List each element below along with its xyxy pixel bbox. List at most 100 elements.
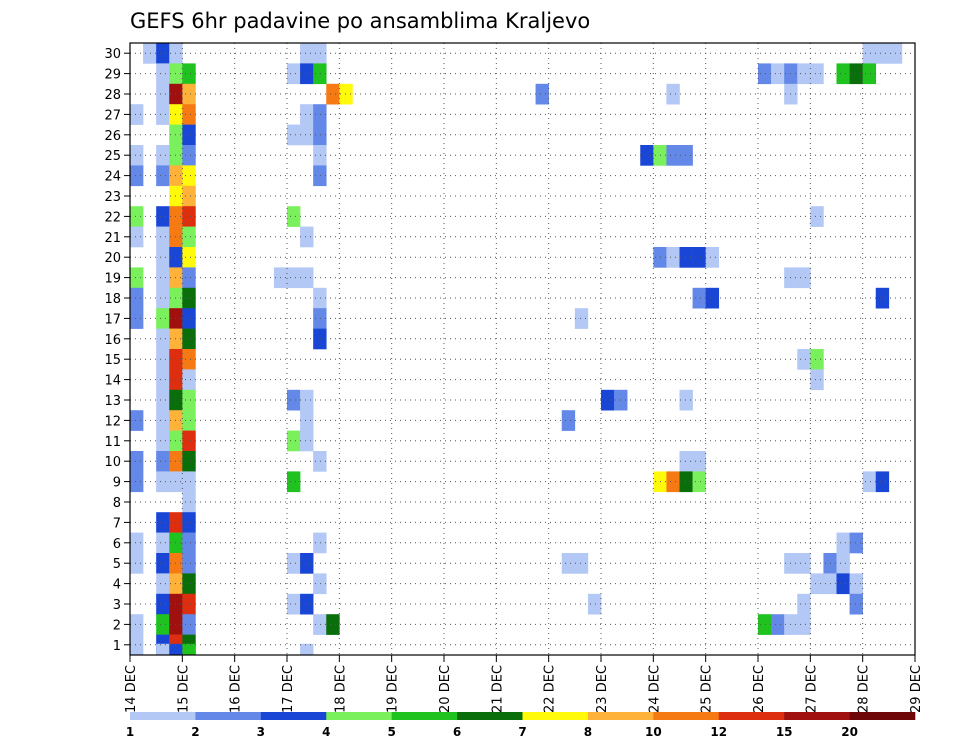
heatmap-cell bbox=[313, 573, 327, 595]
y-tick-label: 17 bbox=[104, 312, 121, 327]
cells-layer bbox=[130, 43, 903, 656]
heatmap-cell bbox=[300, 643, 314, 656]
heatmap-cell bbox=[758, 614, 772, 635]
heatmap-cell bbox=[561, 410, 576, 431]
heatmap-cell bbox=[574, 308, 589, 329]
x-tick-label: 15 DEC bbox=[176, 665, 191, 713]
heatmap-cell bbox=[156, 451, 170, 472]
heatmap-cell bbox=[182, 593, 196, 615]
heatmap-cell bbox=[849, 573, 863, 595]
colorbar-swatch bbox=[391, 712, 458, 720]
heatmap-cell bbox=[666, 83, 680, 105]
heatmap-cell bbox=[849, 593, 863, 615]
y-tick-label: 21 bbox=[104, 231, 121, 246]
heatmap-cell bbox=[156, 593, 170, 615]
colorbar-label: 4 bbox=[322, 725, 330, 739]
x-tick-label: 26 DEC bbox=[752, 665, 767, 713]
heatmap-cell bbox=[156, 614, 170, 635]
heatmap-cell bbox=[156, 573, 170, 595]
heatmap-cell bbox=[561, 553, 576, 574]
chart-title: GEFS 6hr padavine po ansamblima Kraljevo bbox=[130, 9, 590, 33]
heatmap-cell bbox=[797, 63, 811, 85]
heatmap-cell bbox=[156, 104, 170, 125]
heatmap-cell bbox=[156, 532, 170, 554]
heatmap-cell bbox=[300, 553, 314, 574]
y-tick-label: 9 bbox=[113, 476, 121, 491]
heatmap-cell bbox=[182, 512, 196, 533]
y-tick-label: 23 bbox=[104, 190, 121, 205]
x-tick-label: 29 DEC bbox=[909, 665, 924, 713]
heatmap-cell bbox=[156, 349, 170, 370]
colorbar-label: 12 bbox=[710, 725, 727, 739]
heatmap-cell bbox=[182, 451, 196, 472]
heatmap-cell bbox=[130, 267, 144, 289]
colorbar-swatch bbox=[653, 712, 720, 720]
colorbar-swatch bbox=[457, 712, 523, 720]
x-axis: 14 DEC 15 DEC 16 DEC 17 DEC 18 DEC 19 DEC 20 D… bbox=[124, 655, 924, 713]
heatmap-cell bbox=[156, 145, 170, 166]
heatmap-cell bbox=[849, 63, 863, 85]
heatmap-cell bbox=[130, 451, 144, 472]
y-tick-label: 27 bbox=[104, 108, 121, 123]
heatmap-cell bbox=[143, 43, 157, 64]
heatmap-cell bbox=[156, 328, 170, 350]
heatmap-cell bbox=[300, 104, 314, 125]
y-tick-label: 6 bbox=[113, 537, 121, 552]
heatmap-cell bbox=[771, 63, 785, 85]
heatmap-cell bbox=[758, 63, 772, 85]
plot-frame bbox=[129, 42, 916, 656]
colorbar-swatch bbox=[784, 712, 850, 720]
heatmap-cell bbox=[182, 532, 196, 554]
colorbar: 1 2 3 4 5 6 7 8 10 12 15 20 bbox=[126, 712, 916, 739]
heatmap-cell bbox=[692, 247, 706, 268]
heatmap-cell bbox=[130, 226, 144, 248]
heatmap-cell bbox=[587, 593, 602, 615]
heatmap-cell bbox=[679, 247, 693, 268]
heatmap-cell bbox=[836, 63, 850, 85]
y-tick-label: 18 bbox=[104, 292, 121, 307]
heatmap-cell bbox=[797, 267, 811, 289]
heatmap-cell bbox=[182, 145, 196, 166]
heatmap-cell bbox=[601, 389, 615, 411]
heatmap-cell bbox=[156, 83, 170, 105]
heatmap-cell bbox=[130, 145, 144, 166]
x-tick-label: 28 DEC bbox=[857, 665, 872, 713]
heatmap-cell bbox=[849, 532, 863, 554]
heatmap-cell bbox=[182, 389, 196, 411]
heatmap-cell bbox=[156, 430, 170, 452]
heatmap-cell bbox=[182, 643, 196, 656]
heatmap-cell bbox=[182, 206, 196, 227]
heatmap-cell bbox=[810, 63, 824, 85]
y-tick-label: 19 bbox=[104, 272, 121, 287]
x-tick-label: 22 DEC bbox=[543, 665, 558, 713]
x-tick-label: 19 DEC bbox=[386, 665, 401, 713]
heatmap-cell bbox=[287, 471, 301, 493]
heatmap-cell bbox=[156, 165, 170, 187]
heatmap-cell bbox=[679, 145, 693, 166]
heatmap-cell bbox=[156, 247, 170, 268]
heatmap-cell bbox=[692, 287, 706, 309]
heatmap-cell bbox=[156, 410, 170, 431]
heatmap-cell bbox=[640, 145, 654, 166]
heatmap-cell bbox=[156, 206, 170, 227]
heatmap-cell bbox=[705, 247, 720, 268]
y-tick-label: 7 bbox=[113, 516, 121, 531]
heatmap-cell bbox=[182, 308, 196, 329]
heatmap-cell bbox=[182, 471, 196, 493]
heatmap-cell bbox=[862, 43, 877, 64]
heatmap-cell bbox=[300, 410, 314, 431]
heatmap-cell bbox=[300, 63, 314, 85]
heatmap-cell bbox=[810, 573, 824, 595]
heatmap-cell bbox=[182, 267, 196, 289]
y-tick-label: 28 bbox=[104, 88, 121, 103]
x-tick-label: 20 DEC bbox=[438, 665, 453, 713]
heatmap-cell bbox=[182, 104, 196, 125]
colorbar-swatch bbox=[130, 712, 196, 720]
y-tick-label: 26 bbox=[104, 129, 121, 144]
colorbar-label: 10 bbox=[645, 725, 662, 739]
heatmap-cell bbox=[182, 287, 196, 309]
y-tick-label: 29 bbox=[104, 68, 121, 83]
heatmap-cell bbox=[666, 145, 680, 166]
heatmap-cell bbox=[156, 512, 170, 533]
